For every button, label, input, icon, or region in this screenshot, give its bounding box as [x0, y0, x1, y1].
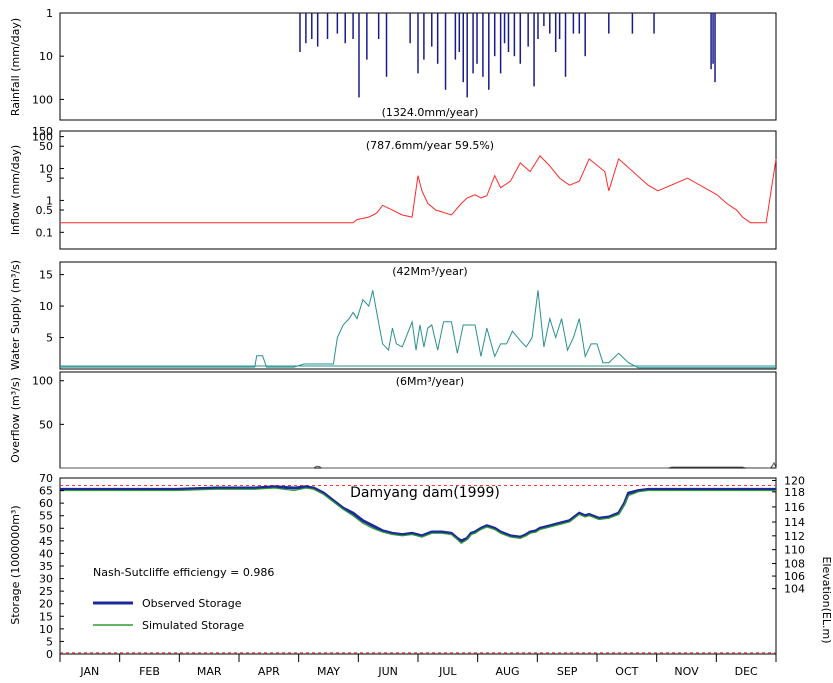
legend-simulated-label: Simulated Storage	[142, 619, 244, 632]
water-supply-annotation: (42Mm³/year)	[392, 265, 467, 278]
month-tick-label: OCT	[615, 665, 638, 678]
y-tick-label: 0	[46, 648, 53, 661]
y-tick-label: 0.5	[36, 204, 54, 217]
y-tick-label: 65	[39, 485, 53, 498]
y-tick-label: 15	[39, 610, 53, 623]
y-tick-label: 50	[39, 140, 53, 153]
month-tick-label: MAR	[197, 665, 222, 678]
inflow-ylabel: Inflow (mm/day)	[9, 145, 22, 235]
month-tick-label: NOV	[674, 665, 699, 678]
efficiency-text: Nash-Sutcliffe efficiengy = 0.986	[93, 566, 274, 579]
water-supply-y-axis: 5 10 15	[39, 269, 64, 345]
storage-ylabel: Storage (1000000m³)	[9, 505, 22, 624]
storage-legend: Observed Storage Simulated Storage	[93, 597, 244, 632]
storage-title: Damyang dam(1999)	[350, 485, 500, 501]
y-tick-label: 20	[39, 598, 53, 611]
overflow-panel: 50 100 (6Mm³/year) Overflow (m³/s)	[9, 371, 777, 469]
y-tick-label: 10	[39, 623, 53, 636]
y-tick-label: 0.1	[36, 226, 54, 239]
overflow-series-line	[60, 461, 777, 469]
y-tick-label: 116	[784, 501, 805, 514]
y-tick-label: 110	[784, 544, 805, 557]
month-tick-label: JAN	[79, 665, 99, 678]
water-supply-series-line	[60, 290, 776, 369]
y-tick-label: 5	[46, 332, 53, 345]
elevation-ylabel: Elevation(EL.m)	[820, 557, 833, 644]
rainfall-bars	[299, 13, 716, 98]
y-tick-label: 100	[32, 93, 53, 106]
y-tick-label: 50	[39, 418, 53, 431]
observed-storage-line	[60, 485, 776, 543]
y-tick-label: 104	[784, 583, 805, 596]
y-tick-label: 15	[39, 269, 53, 282]
month-x-axis: JAN FEB MAR APR MAY JUN JUL AUG SEP OCT NOV DEC	[59, 654, 777, 678]
overflow-annotation: (6Mm³/year)	[396, 375, 464, 388]
y-tick-label: 70	[39, 472, 53, 485]
y-tick-label: 150	[32, 125, 53, 138]
y-tick-label: 106	[784, 570, 805, 583]
y-tick-label: 118	[784, 486, 805, 499]
rainfall-panel: 1 10 100 (1324.0mm/year) Rainfall (mm/day)	[9, 7, 777, 121]
y-tick-label: 108	[784, 557, 805, 570]
inflow-annotation: (787.6mm/year 59.5%)	[366, 139, 494, 152]
month-tick-label: APR	[258, 665, 280, 678]
month-tick-label: AUG	[495, 665, 519, 678]
y-tick-label: 30	[39, 573, 53, 586]
y-tick-label: 10	[39, 50, 53, 63]
rainfall-annotation: (1324.0mm/year)	[382, 106, 479, 119]
water-supply-panel: 5 10 15 (42Mm³/year) Water Supply (m³/s)	[9, 260, 777, 370]
water-supply-plot-frame	[59, 261, 777, 370]
y-tick-label: 45	[39, 535, 53, 548]
rainfall-y-axis: 1 10 100	[32, 7, 64, 106]
y-tick-label: 114	[784, 516, 805, 529]
overflow-ylabel: Overflow (m³/s)	[9, 377, 22, 463]
y-tick-label: 5	[46, 172, 53, 185]
y-tick-label: 50	[39, 522, 53, 535]
y-tick-label: 60	[39, 497, 53, 510]
inflow-series-line	[60, 155, 777, 224]
water-supply-ylabel: Water Supply (m³/s)	[9, 260, 22, 370]
y-tick-label: 40	[39, 547, 53, 560]
month-tick-label: JUN	[377, 665, 398, 678]
legend-observed-label: Observed Storage	[142, 597, 242, 610]
overflow-y-axis: 50 100	[32, 375, 64, 431]
y-tick-label: 112	[784, 530, 805, 543]
y-tick-label: 25	[39, 585, 53, 598]
y-tick-label: 100	[32, 375, 53, 388]
y-tick-label: 1	[46, 7, 53, 20]
month-tick-label: SEP	[557, 665, 578, 678]
y-tick-label: 35	[39, 560, 53, 573]
rainfall-ylabel: Rainfall (mm/day)	[9, 18, 22, 116]
y-tick-label: 120	[784, 475, 805, 488]
y-tick-label: 55	[39, 510, 53, 523]
simulated-storage-line	[60, 487, 776, 545]
y-tick-label: 10	[39, 300, 53, 313]
month-tick-label: DEC	[735, 665, 758, 678]
y-tick-label: 5	[46, 635, 53, 648]
month-tick-label: JUL	[438, 665, 457, 678]
month-tick-label: MAY	[317, 665, 340, 678]
y-tick-label: 100	[32, 131, 53, 144]
month-tick-label: FEB	[139, 665, 160, 678]
y-tick-label: 1	[46, 194, 53, 207]
y-tick-label: 10	[39, 163, 53, 176]
inflow-plot-frame	[59, 130, 777, 250]
